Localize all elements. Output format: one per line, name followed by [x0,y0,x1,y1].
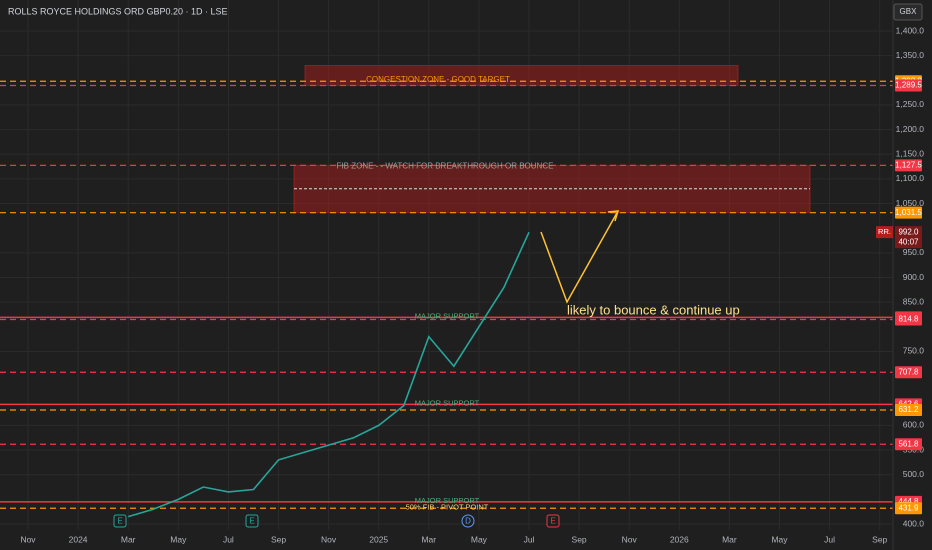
y-tick-label: 1,250.0 [896,99,925,109]
price-tag-label: 1,127.5 [895,160,922,169]
zone-label: FIB ZONE - - WATCH FOR BREAKTHROUGH OR B… [337,161,554,170]
price-tag-label: 631.2 [898,405,919,414]
level-note: MAJOR SUPPORT [415,496,480,505]
x-tick-label: Jul [824,534,835,544]
price-tag-label: 1,031.5 [895,208,922,217]
x-tick-label: 2024 [69,534,88,544]
x-tick-label: Sep [872,534,887,544]
event-label: E [550,517,555,526]
price-tag [895,313,922,326]
price-tag [895,404,922,417]
price-tag [895,366,922,379]
x-tick-label: May [471,534,488,544]
arrow-head [607,210,620,222]
currency: GBX [900,7,918,16]
x-tick-label: Mar [421,534,436,544]
price-tag-label: 561.8 [898,439,919,448]
x-tick-label: Sep [271,534,286,544]
event-label: E [249,517,254,526]
x-tick-label: Mar [722,534,737,544]
y-tick-label: 850.0 [903,296,925,306]
y-tick-label: 1,350.0 [896,50,925,60]
x-tick-label: Jul [524,534,535,544]
y-tick-label: 400.0 [903,518,925,528]
price-tag-label: 444.8 [898,497,919,506]
symbol-tag [876,226,893,239]
x-tick-label: Nov [622,534,638,544]
price-tag [895,438,922,451]
price-tag-label: 431.9 [898,503,919,512]
annotation: likely to bounce & continue up [567,302,740,317]
arrow [540,210,619,304]
price-tag [895,79,922,92]
countdown: 40:07 [898,237,919,246]
x-tick-label: 2026 [670,534,689,544]
x-tick-label: Mar [121,534,136,544]
event-marker [546,514,560,528]
price-tag [895,502,922,515]
x-tick-label: Nov [321,534,337,544]
price-tag-label: 707.8 [898,367,919,376]
price-tag [895,159,922,172]
x-tick-label: Sep [572,534,587,544]
level-note: 50% FIB - PIVOT POINT [406,502,489,511]
currency-box [893,3,923,21]
y-tick-label: 1,400.0 [896,25,925,35]
price-tag [895,206,922,219]
x-tick-label: Jul [223,534,234,544]
y-tick-label: 900.0 [903,272,925,282]
price-tag-label: 642.6 [898,400,919,409]
chart-title: ROLLS ROYCE HOLDINGS ORD GBP0.20 · 1D · … [8,6,228,16]
y-tick-label: 950.0 [903,247,925,257]
event-label: D [465,517,471,526]
x-tick-label: May [771,534,788,544]
level-note: MAJOR SUPPORT [415,398,480,407]
last-price-tag [895,226,922,249]
price-tag-label: 814.8 [898,315,919,324]
x-tick-label: 2025 [369,534,388,544]
y-tick-label: 500.0 [903,469,925,479]
x-tick-label: Nov [20,534,36,544]
y-tick-label: 1,200.0 [896,124,925,134]
y-tick-label: 750.0 [903,346,925,356]
event-marker [113,514,127,528]
y-tick-label: 1,150.0 [896,149,925,159]
event-marker [245,514,259,528]
y-tick-label: 1,050.0 [896,198,925,208]
x-tick-label: May [170,534,187,544]
zone-label: CONGESTION ZONE - GOOD TARGET [366,75,510,84]
event-label: E [117,517,122,526]
price-line [127,231,530,518]
y-tick-label: 1,100.0 [896,173,925,183]
event-marker [461,514,475,528]
level-note: MAJOR SUPPORT [415,311,480,320]
last-price-label: 992.0 [898,227,919,236]
symbol-tag-label: RR. [878,227,891,236]
price-tag-label: 1,289.5 [895,81,922,90]
y-tick-label: 600.0 [903,420,925,430]
